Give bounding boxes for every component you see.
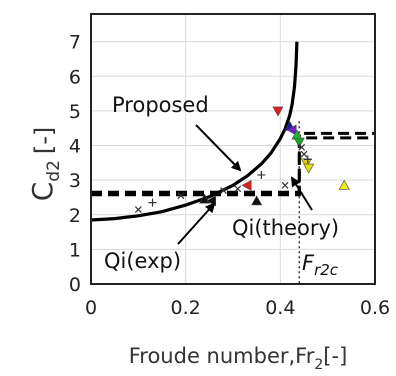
series-line-1 xyxy=(90,41,299,222)
data-point xyxy=(148,198,157,207)
y-tick-label: 5 xyxy=(69,101,81,123)
x-tick-label: 0.4 xyxy=(265,297,295,319)
tick-labels: 0 0.2 0.4 0.6 0 1 2 3 4 5 6 7 xyxy=(69,32,390,319)
y-tick-label: 0 xyxy=(69,274,81,296)
y-tick-label: 2 xyxy=(69,205,81,227)
data-point xyxy=(134,206,142,214)
series-line-2 xyxy=(91,131,375,194)
qi-exp-label: Qi(exp) xyxy=(104,249,181,273)
y-tick-label: 3 xyxy=(69,170,81,192)
data-point xyxy=(293,137,305,148)
data-point xyxy=(241,179,252,191)
data-point xyxy=(272,106,284,117)
data-point xyxy=(281,181,289,189)
plot-frame xyxy=(90,13,376,285)
x-axis-label: Froude number,Fr2[-] xyxy=(129,344,348,373)
y-tick-label: 1 xyxy=(69,239,81,261)
data-point xyxy=(220,187,227,194)
series-line-3 xyxy=(91,136,375,197)
y-axis-label: Cd2[-] xyxy=(26,127,64,202)
data-point xyxy=(234,185,242,193)
qi-exp-arrow xyxy=(177,202,216,245)
proposed-arrow xyxy=(195,124,242,172)
data-point xyxy=(338,179,350,190)
data-point xyxy=(300,150,308,158)
data-point xyxy=(286,124,297,136)
data-point xyxy=(257,170,266,179)
x-tick-label: 0 xyxy=(85,297,97,319)
qi-theory-arrow xyxy=(290,176,313,211)
marker-layer xyxy=(134,106,350,214)
proposed-label: Proposed xyxy=(112,93,209,117)
data-point xyxy=(303,155,312,164)
y-tick-label: 7 xyxy=(69,32,81,54)
grid xyxy=(90,14,376,285)
y-tick-label: 6 xyxy=(69,66,81,88)
x-tick-label: 0.2 xyxy=(171,297,201,319)
x-tick-label: 0.6 xyxy=(360,297,390,319)
data-point xyxy=(251,195,263,206)
series-layer xyxy=(90,41,375,284)
data-point xyxy=(177,192,185,200)
data-point xyxy=(303,163,315,174)
data-point xyxy=(298,143,306,151)
qi-theory-label: Qi(theory) xyxy=(232,216,339,240)
fr2c-label: Fr2c xyxy=(302,251,339,279)
annotation-layer: Proposed Qi(exp) Qi(theory) Fr2c xyxy=(104,93,339,279)
y-tick-label: 4 xyxy=(69,136,81,158)
